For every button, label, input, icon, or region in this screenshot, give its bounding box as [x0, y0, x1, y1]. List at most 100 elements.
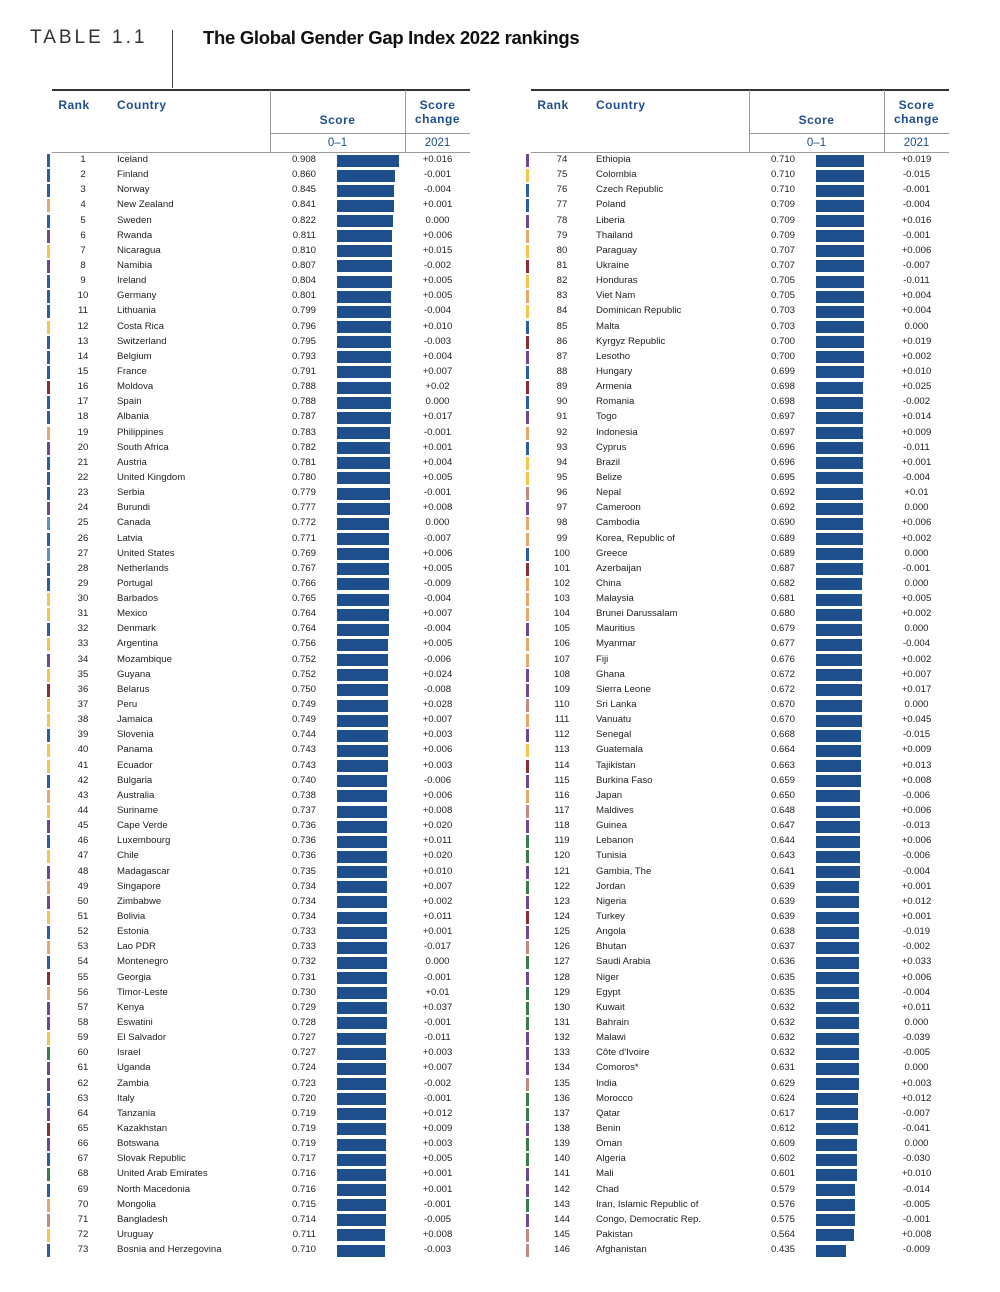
rank: 85: [556, 320, 568, 332]
score-change: +0.006: [901, 517, 932, 529]
score-bar: [816, 411, 864, 424]
score-bar: [816, 321, 864, 334]
country: Costa Rica: [117, 320, 164, 332]
country: Barbados: [117, 593, 159, 605]
country: Vanuatu: [596, 714, 632, 726]
region-marker: [47, 214, 50, 228]
region-marker: [526, 214, 529, 228]
region-marker: [526, 562, 529, 576]
region-marker: [47, 1153, 50, 1167]
region-marker: [526, 699, 529, 713]
score: 0.791: [291, 365, 316, 377]
score-change: +0.004: [901, 290, 932, 302]
score: 0.700: [770, 335, 795, 347]
country-header: Country: [596, 98, 646, 112]
score-bar: [337, 184, 395, 197]
country: Tunisia: [596, 850, 627, 862]
country: Brazil: [596, 456, 620, 468]
score: 0.717: [291, 1153, 316, 1165]
score-bar: [337, 972, 387, 985]
score-bar: [816, 1032, 859, 1045]
region-marker: [526, 729, 529, 743]
region-marker: [47, 593, 50, 607]
score-bar: [337, 941, 387, 954]
country: Pakistan: [596, 1228, 633, 1240]
year-label: 2021: [903, 137, 930, 149]
country: Lebanon: [596, 835, 634, 847]
region-marker: [526, 350, 529, 364]
rank: 132: [553, 1032, 570, 1044]
score: 0.710: [770, 154, 795, 165]
score: 0.659: [770, 774, 795, 786]
score-change: -0.004: [423, 623, 452, 635]
score: 0.696: [770, 441, 795, 453]
rank: 112: [554, 729, 570, 741]
region-marker: [47, 244, 50, 258]
rank: 18: [77, 411, 89, 423]
region-marker: [47, 547, 50, 561]
region-marker: [47, 699, 50, 713]
rank: 97: [556, 502, 568, 514]
country: Kuwait: [596, 1001, 625, 1013]
country: Guatemala: [596, 744, 643, 756]
score-bar: [816, 275, 864, 288]
score-change: +0.001: [422, 441, 453, 453]
rank: 64: [77, 1107, 89, 1119]
score-change: +0.012: [901, 895, 932, 907]
region-marker: [47, 471, 50, 485]
region-marker: [526, 1062, 529, 1076]
country: United Arab Emirates: [117, 1168, 208, 1180]
score: 0.749: [291, 699, 316, 711]
score-change: -0.007: [423, 532, 452, 544]
region-marker: [47, 456, 50, 470]
score: 0.632: [770, 1032, 795, 1044]
score: 0.795: [291, 335, 316, 347]
score-bar: [337, 487, 390, 500]
score-change: -0.014: [902, 1183, 931, 1195]
score-change: +0.005: [422, 471, 453, 483]
score-bar: [816, 184, 865, 197]
country-header: Country: [117, 98, 167, 112]
country: Lesotho: [596, 350, 631, 362]
rank: 104: [553, 608, 570, 620]
score: 0.807: [291, 259, 316, 271]
column-rule: [749, 90, 750, 152]
score: 0.705: [770, 275, 795, 287]
country: Switzerland: [117, 335, 167, 347]
region-marker: [47, 335, 50, 349]
score-change: -0.003: [423, 335, 452, 347]
header-rule: [531, 89, 949, 91]
score-bar: [816, 593, 863, 606]
rank: 70: [77, 1198, 89, 1210]
score-change: -0.006: [902, 850, 931, 862]
score-change: -0.004: [902, 638, 931, 650]
country: Cambodia: [596, 517, 640, 529]
page-title: The Global Gender Gap Index 2022 ranking…: [203, 27, 580, 48]
region-marker: [526, 956, 529, 970]
region-marker: [526, 290, 529, 304]
score: 0.670: [770, 714, 795, 726]
rank: 50: [77, 895, 89, 907]
score-bar: [816, 351, 864, 364]
score: 0.643: [770, 850, 795, 862]
score-change: +0.011: [423, 911, 452, 922]
score-change: -0.001: [902, 184, 931, 196]
score: 0.727: [291, 1032, 316, 1044]
rank: 51: [77, 911, 89, 922]
rank: 98: [556, 517, 568, 529]
rank: 23: [77, 487, 89, 499]
score: 0.709: [770, 199, 795, 211]
country: Cape Verde: [117, 820, 168, 832]
rank: 44: [77, 805, 89, 817]
country: El Salvador: [117, 1032, 167, 1044]
country: Australia: [117, 789, 155, 801]
score-bar: [816, 866, 860, 879]
region-marker: [526, 820, 529, 834]
score: 0.752: [291, 653, 316, 665]
country: Ecuador: [117, 759, 153, 771]
score: 0.714: [291, 1213, 316, 1225]
score-change: +0.005: [422, 562, 453, 574]
rank: 5: [80, 214, 86, 226]
score-change: -0.004: [902, 986, 931, 998]
country: Serbia: [117, 487, 145, 499]
